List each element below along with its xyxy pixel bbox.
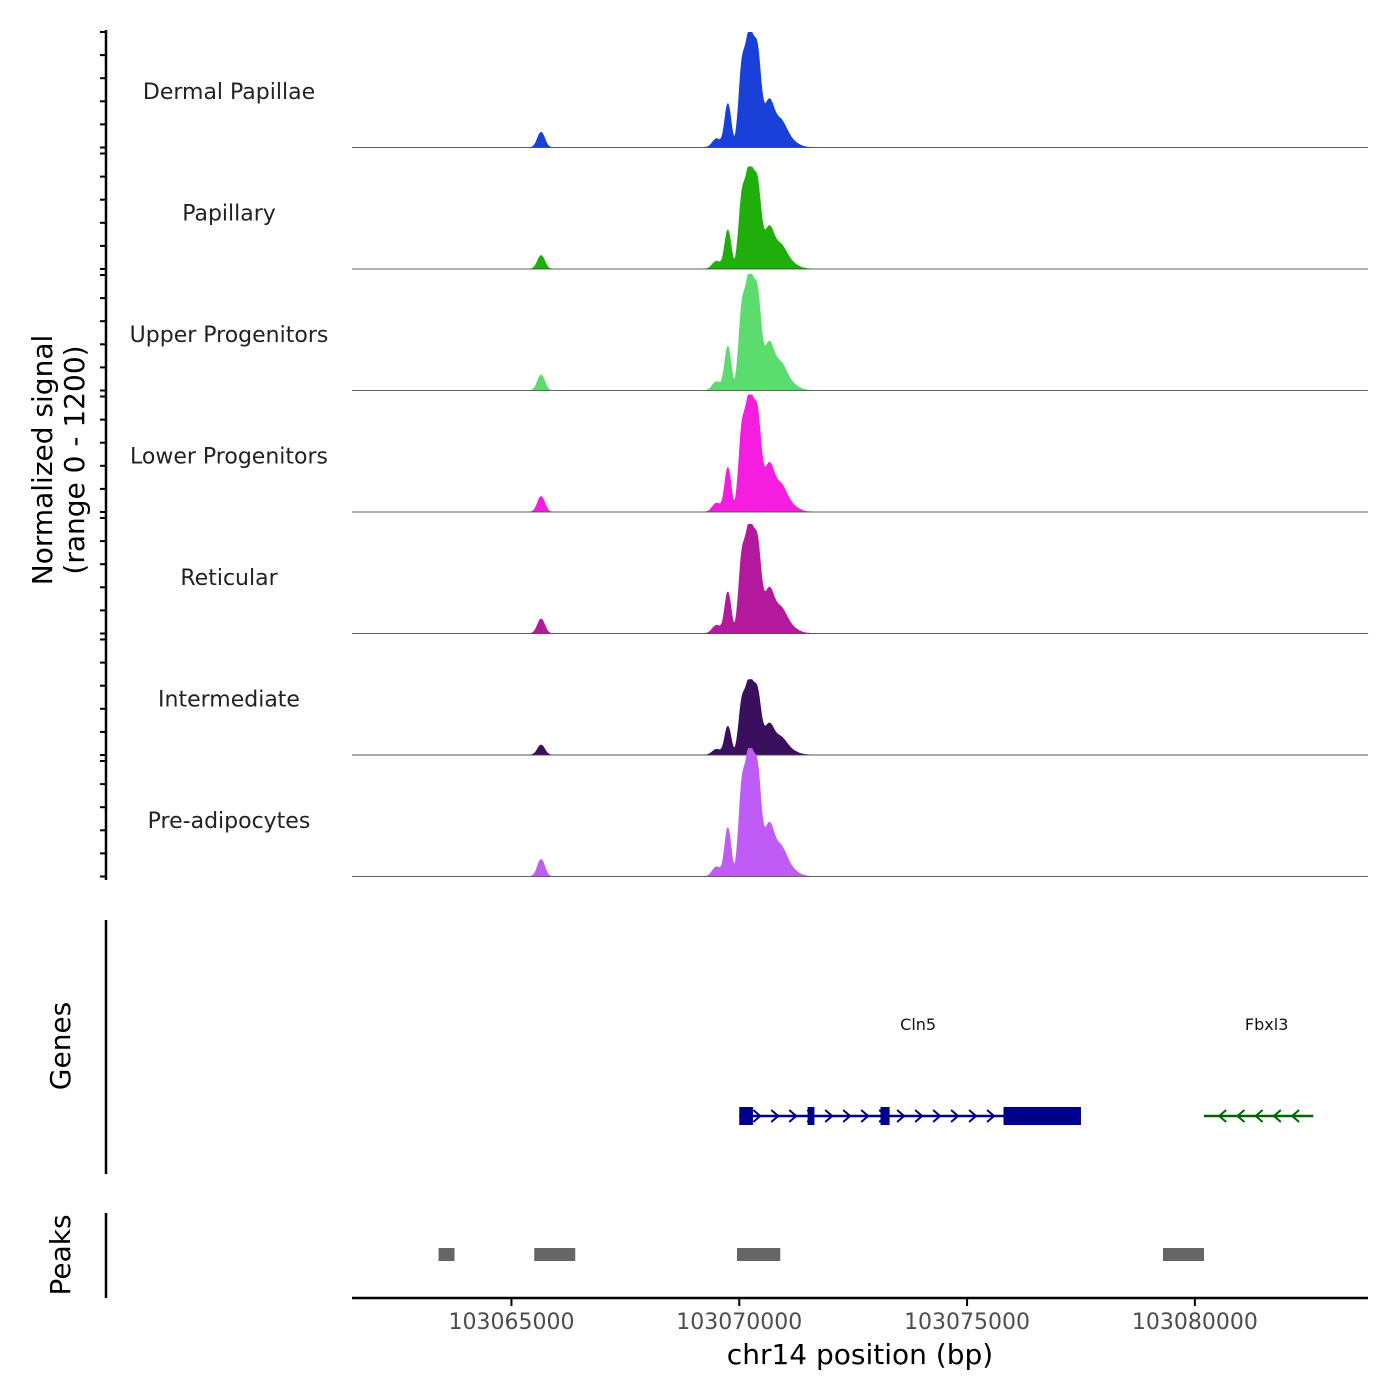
coverage-area [352,748,1368,877]
gene-exon [880,1107,890,1125]
peak-region [438,1248,455,1261]
coverage-area [352,679,1368,756]
coverage-track: Papillary [182,166,1368,270]
x-tick-label: 103070000 [676,1310,802,1335]
genes-panel-title: Genes [44,1002,77,1090]
peak-regions [438,1248,1204,1261]
strand-arrow [842,1109,852,1123]
x-tick-label: 103080000 [1132,1310,1258,1335]
strand-arrow [950,1109,960,1123]
gene-exon [807,1107,815,1125]
coverage-area [352,524,1368,634]
y-axis-title-line2: (range 0 - 1200) [58,345,91,574]
track-label: Pre-adipocytes [148,809,311,834]
track-label: Upper Progenitors [130,323,329,348]
coverage-area [352,394,1368,513]
coverage-tracks: Dermal Papillae Papillary Upper Progenitor… [130,31,1368,877]
peaks-panel-title: Peaks [44,1214,77,1295]
peak-region [1162,1248,1204,1261]
track-label: Dermal Papillae [143,80,315,105]
x-axis-title: chr14 position (bp) [727,1338,993,1371]
strand-arrow [860,1109,870,1123]
strand-arrow [932,1109,942,1123]
strand-arrow [1235,1109,1246,1123]
coverage-track: Lower Progenitors [130,394,1368,513]
strand-arrow [1254,1109,1264,1123]
strand-arrow [896,1109,906,1123]
strand-arrow [968,1109,978,1123]
x-tick-label: 103065000 [448,1310,574,1335]
strand-arrow [1290,1109,1300,1123]
gene-exon [739,1107,753,1125]
coverage-track: Intermediate [158,679,1368,756]
strand-arrow [986,1109,996,1123]
coverage-track: Reticular [180,524,1368,634]
coverage-area [352,274,1368,391]
track-label: Intermediate [158,688,300,713]
strand-arrow [1272,1109,1282,1123]
peak-region [534,1248,576,1261]
x-axis-ticks: 103065000 103070000 103075000 103080000 [448,1298,1258,1335]
coverage-track: Dermal Papillae [143,31,1368,148]
coverage-track: Upper Progenitors [130,274,1368,391]
strand-arrow [788,1109,798,1123]
coverage-y-ticks [100,31,106,878]
peak-region [736,1248,781,1261]
gene: Fbxl3 [1203,1015,1314,1123]
x-tick-label: 103075000 [904,1310,1030,1335]
gene-exon [1003,1107,1081,1125]
coverage-area [352,31,1368,148]
strand-arrow [1217,1109,1227,1123]
track-label: Reticular [180,566,278,591]
gene-name-label: Fbxl3 [1245,1015,1288,1034]
gene: Cln5 [739,1015,1081,1125]
track-label: Lower Progenitors [130,445,328,470]
coverage-track: Pre-adipocytes [148,748,1368,877]
strand-arrow [824,1109,834,1123]
strand-arrow [770,1109,780,1123]
strand-arrow [914,1109,924,1123]
gene-annotations: Cln5 Fbxl3 [739,1015,1314,1125]
gene-name-label: Cln5 [900,1015,936,1034]
y-axis-title-line1: Normalized signal [26,335,59,586]
track-label: Papillary [182,202,276,227]
coverage-area [352,166,1368,270]
strand-arrow [752,1109,762,1123]
